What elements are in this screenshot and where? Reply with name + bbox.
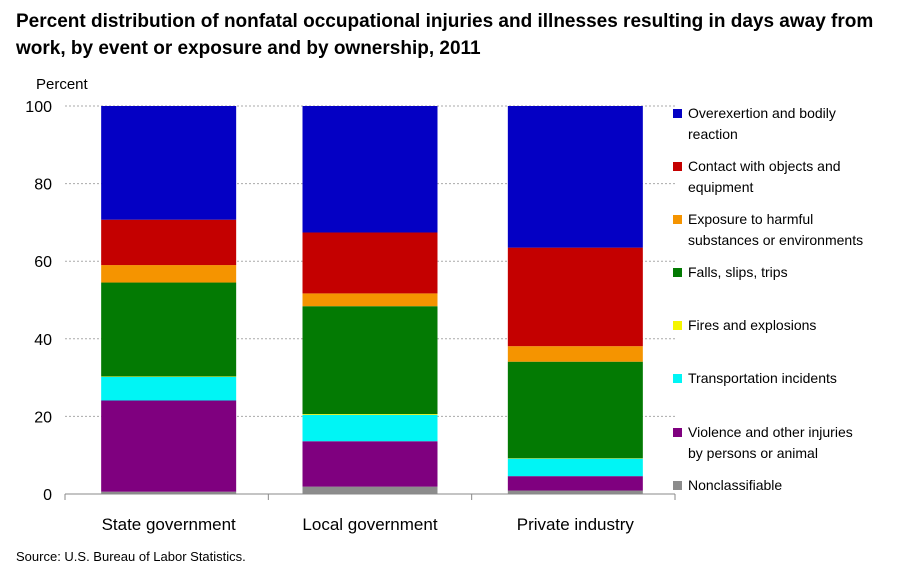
legend-label: substances or environments: [688, 232, 863, 248]
legend-swatch: [673, 215, 682, 224]
chart-title: Percent distribution of nonfatal occupat…: [16, 11, 874, 59]
bar-segment: [101, 106, 237, 220]
bar-segment: [302, 486, 438, 494]
bar-segment: [302, 414, 438, 415]
bar-segment: [507, 361, 643, 459]
legend-label: Fires and explosions: [688, 317, 816, 333]
legend-label: Transportation incidents: [688, 370, 837, 386]
legend-swatch: [673, 268, 682, 277]
y-tick-label: 20: [34, 409, 52, 426]
bar-segment: [507, 490, 643, 494]
bar-segment: [101, 491, 237, 494]
y-axis-title: Percent: [36, 76, 89, 93]
legend-label: Nonclassifiable: [688, 477, 782, 493]
bar-segment: [302, 441, 438, 487]
bar-segment: [302, 232, 438, 294]
legend-label: reaction: [688, 126, 738, 142]
bar-segment: [101, 282, 237, 377]
x-tick-label: State government: [102, 515, 236, 534]
x-tick-label: Local government: [302, 515, 437, 534]
bar-segment: [101, 219, 237, 266]
bar-segment: [302, 414, 438, 442]
legend-label: Contact with objects and: [688, 158, 841, 174]
legend-swatch: [673, 162, 682, 171]
legend-label: Violence and other injuries: [688, 424, 853, 440]
legend-swatch: [673, 321, 682, 330]
bar-segment: [101, 400, 237, 492]
bar-segment: [507, 106, 643, 248]
legend-label: Falls, slips, trips: [688, 264, 788, 280]
legend-swatch: [673, 428, 682, 437]
legend-label: Overexertion and bodily: [688, 105, 836, 121]
legend-label: equipment: [688, 179, 753, 195]
legend-swatch: [673, 374, 682, 383]
bar-segment: [101, 376, 237, 401]
source-note: Source: U.S. Bureau of Labor Statistics.: [16, 549, 246, 564]
bar-segment: [302, 106, 438, 233]
bar-segment: [507, 346, 643, 362]
y-tick-label: 100: [25, 99, 52, 116]
y-tick-label: 0: [43, 487, 52, 504]
bar-segment: [507, 476, 643, 491]
bar-segment: [507, 458, 643, 477]
legend-label: Exposure to harmful: [688, 211, 813, 227]
bar-segment: [302, 306, 438, 415]
y-tick-label: 80: [34, 177, 52, 194]
bar-segment: [507, 247, 643, 347]
bar-segment: [101, 265, 237, 283]
y-tick-label: 40: [34, 332, 52, 349]
legend-swatch: [673, 481, 682, 490]
legend-swatch: [673, 109, 682, 118]
y-tick-label: 60: [34, 254, 52, 271]
legend-label: by persons or animal: [688, 445, 818, 461]
x-tick-label: Private industry: [517, 515, 635, 534]
bar-segment: [302, 293, 438, 307]
